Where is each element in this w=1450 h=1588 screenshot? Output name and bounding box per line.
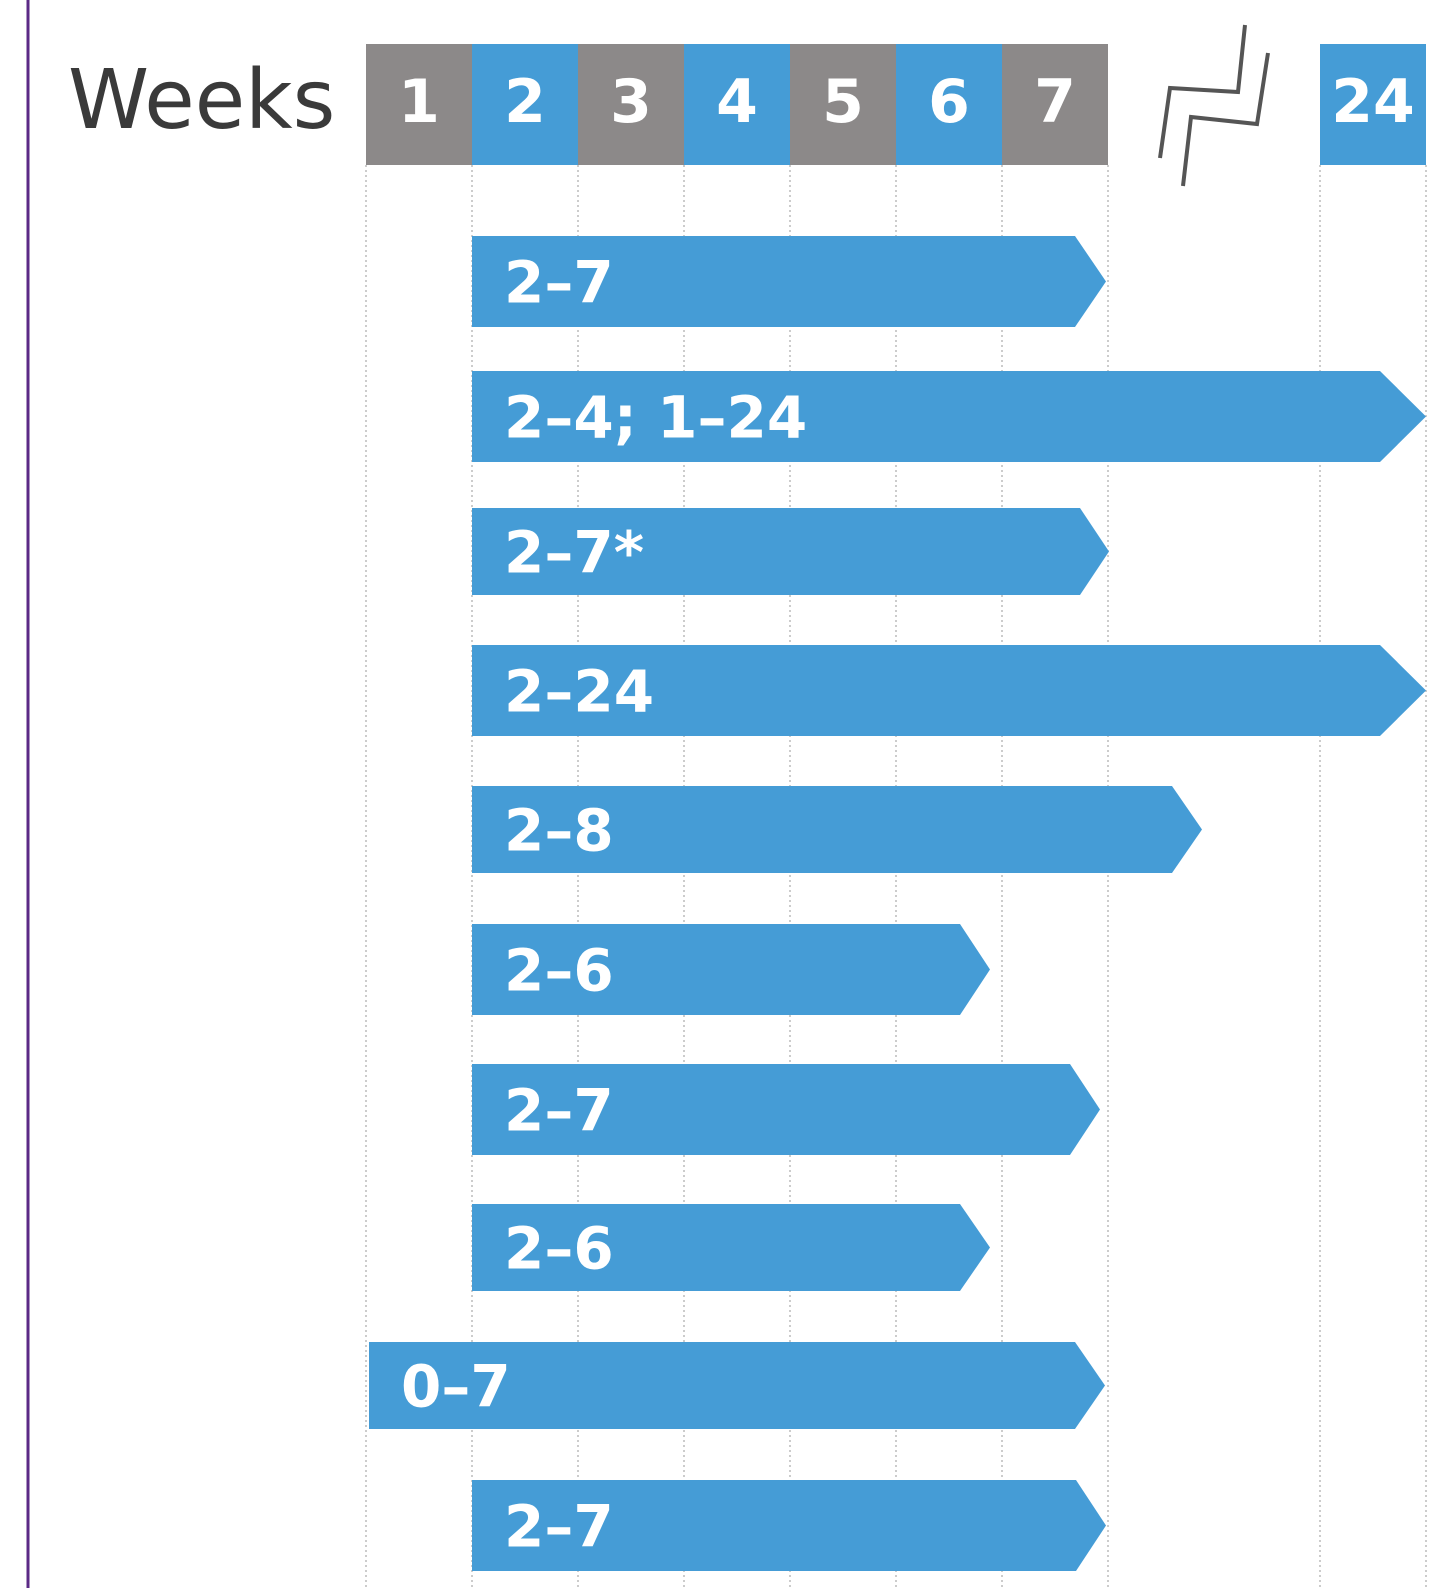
- week-label: 4: [716, 67, 758, 137]
- bar-arrow: [472, 1204, 990, 1291]
- week-cell: [790, 44, 896, 165]
- axis-break: [1158, 24, 1270, 187]
- week-cell: [366, 44, 472, 165]
- bar-arrow: [472, 645, 1426, 736]
- bar-label: 0–7: [401, 1353, 511, 1421]
- bar-label: 2–8: [504, 797, 614, 865]
- week-cell: [472, 44, 578, 165]
- bar-label: 2–6: [504, 937, 614, 1005]
- week-cell: [896, 44, 1002, 165]
- week-label: 3: [610, 67, 652, 137]
- week-label: 24: [1331, 67, 1415, 137]
- week-cell: [1320, 44, 1426, 165]
- bars: 2–7 2–4; 1–24 2–7* 2–24 2–8 2–6 2–7 2–6 0–7 2–7: [369, 236, 1426, 1571]
- week-header: 1 2 3 4 5 6 7 24: [366, 44, 1426, 165]
- bar-label: 2–7*: [504, 519, 644, 587]
- weeks-heading: Weeks: [68, 53, 335, 148]
- bar-label: 2–7: [504, 1493, 614, 1561]
- bar-label: 2–4; 1–24: [504, 384, 807, 452]
- week-cell: [1002, 44, 1108, 165]
- bar-arrow: [472, 236, 1106, 327]
- week-label: 7: [1034, 67, 1076, 137]
- week-label: 6: [928, 67, 970, 137]
- bar-arrow: [472, 371, 1426, 462]
- bar-label: 2–7: [504, 1077, 614, 1145]
- bar-arrow: [472, 1064, 1100, 1155]
- bar-arrow: [369, 1342, 1105, 1429]
- week-label: 2: [504, 67, 546, 137]
- bar-arrow: [472, 1480, 1106, 1571]
- week-cell: [578, 44, 684, 165]
- bar-label: 2–7: [504, 249, 614, 317]
- bar-arrow: [472, 924, 990, 1015]
- week-label: 5: [822, 67, 864, 137]
- bar-label: 2–24: [504, 658, 654, 726]
- bar-arrow: [472, 508, 1109, 595]
- week-cell: [684, 44, 790, 165]
- bar-label: 2–6: [504, 1215, 614, 1283]
- bar-arrow: [472, 786, 1202, 873]
- week-label: 1: [398, 67, 440, 137]
